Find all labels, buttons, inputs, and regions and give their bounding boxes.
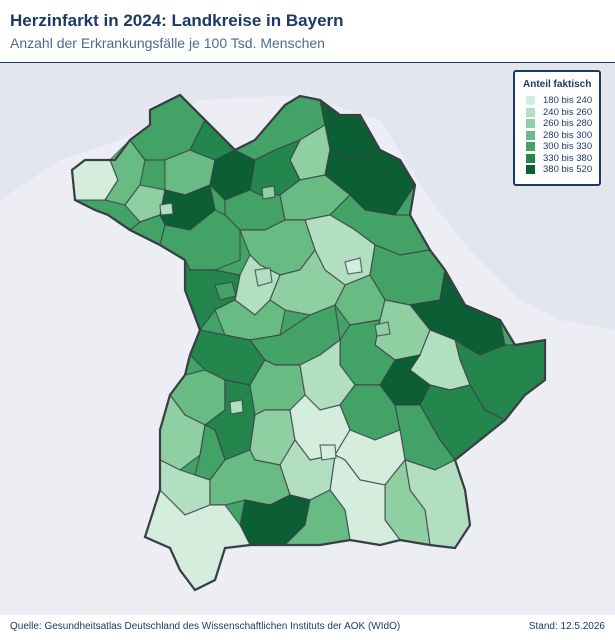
legend-label: 260 bis 280 xyxy=(543,118,593,130)
district xyxy=(374,321,391,337)
legend-label: 180 bis 240 xyxy=(543,95,593,107)
district xyxy=(214,281,237,301)
legend-swatch xyxy=(526,165,535,175)
legend-item: 180 bis 240 xyxy=(523,95,593,107)
chart-footer: Quelle: Gesundheitsatlas Deutschland des… xyxy=(0,615,615,640)
header-divider xyxy=(0,62,615,63)
legend-swatch xyxy=(526,142,535,152)
district xyxy=(254,267,273,287)
legend-label: 380 bis 520 xyxy=(543,164,593,176)
legend-item: 260 bis 280 xyxy=(523,118,593,130)
legend-item: 280 bis 300 xyxy=(523,130,593,142)
chart-header: Herzinfarkt in 2024: Landkreise in Bayer… xyxy=(0,0,615,62)
district xyxy=(229,399,244,415)
date-note: Stand: 12.5.2026 xyxy=(528,621,605,632)
legend-item: 240 bis 260 xyxy=(523,107,593,119)
district xyxy=(344,257,363,275)
legend-item: 300 bis 330 xyxy=(523,141,593,153)
legend-title: Anteil faktisch xyxy=(523,79,592,90)
legend-item: 380 bis 520 xyxy=(523,164,593,176)
legend-swatch xyxy=(526,153,535,163)
chart-subtitle: Anzahl der Erkrankungsfälle je 100 Tsd. … xyxy=(10,35,325,51)
district xyxy=(159,202,174,216)
legend-label: 240 bis 260 xyxy=(543,106,593,118)
legend-label: 300 bis 330 xyxy=(543,141,593,153)
districts xyxy=(71,94,546,591)
legend-swatch xyxy=(526,107,535,117)
map-area: Anteil faktisch 180 bis 240 240 bis 260 … xyxy=(0,63,615,615)
bavaria-map xyxy=(0,63,615,592)
source-note: Quelle: Gesundheitsatlas Deutschland des… xyxy=(10,621,401,632)
legend-item: 330 bis 380 xyxy=(523,153,593,165)
legend-swatch xyxy=(526,130,535,140)
map-legend: Anteil faktisch 180 bis 240 240 bis 260 … xyxy=(513,70,601,186)
bavaria-border xyxy=(70,93,547,592)
legend-swatch xyxy=(526,119,535,129)
chart-title: Herzinfarkt in 2024: Landkreise in Bayer… xyxy=(10,11,344,30)
legend-label: 280 bis 300 xyxy=(543,129,593,141)
neighbour-land xyxy=(0,63,615,330)
legend-swatch xyxy=(526,96,535,106)
district xyxy=(261,185,276,200)
district xyxy=(319,444,337,461)
legend-label: 330 bis 380 xyxy=(543,152,593,164)
